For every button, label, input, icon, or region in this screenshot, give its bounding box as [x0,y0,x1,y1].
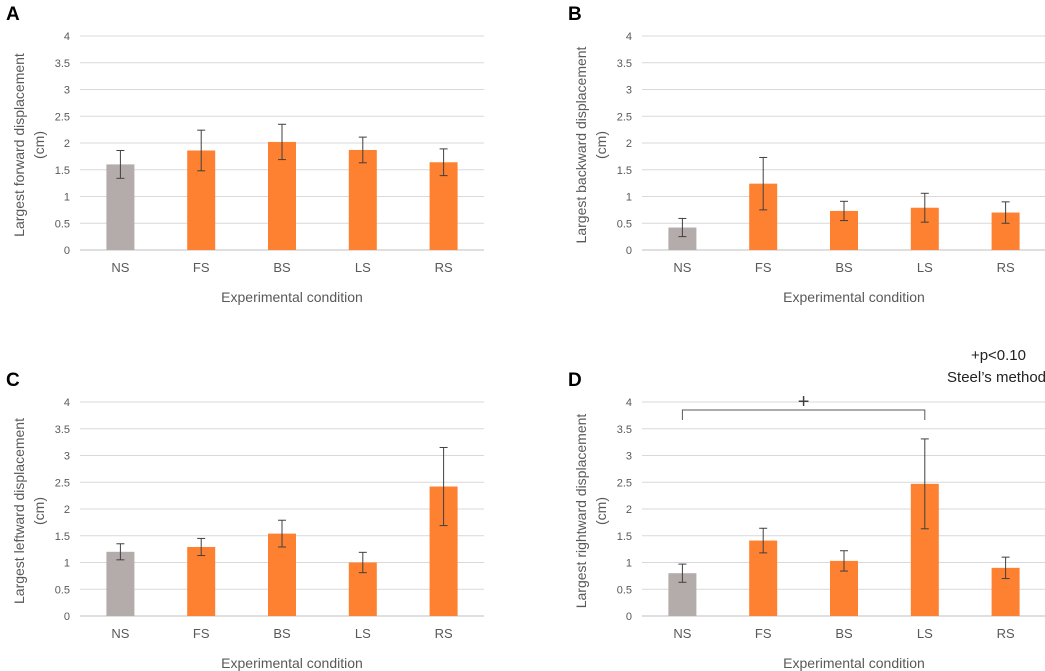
x-tick-label: NS [673,626,691,641]
y-tick-label: 3.5 [55,424,70,436]
y-tick-label: 3.5 [617,424,632,436]
y-tick-label: 1.5 [617,531,632,543]
y-axis-unit: (cm) [31,497,47,525]
x-axis-label: Experimental condition [221,289,363,305]
y-tick-label: 1 [626,558,632,570]
x-tick-label: FS [755,626,772,641]
y-axis-label: Largest rightward displacement [573,414,589,609]
x-axis-label: Experimental condition [783,655,925,671]
y-tick-label: 2 [64,138,70,150]
x-tick-label: LS [917,626,933,641]
annotation-line: Steel’s method [947,369,1045,386]
y-axis-unit: (cm) [31,131,47,159]
y-tick-label: 0 [64,611,70,623]
bar-ns [106,551,135,616]
y-tick-label: 3 [64,451,70,463]
y-tick-label: 0 [626,611,632,623]
y-tick-label: 1.5 [617,165,632,177]
y-axis-label: Largest forward displacement [11,53,27,237]
y-tick-label: 4 [626,397,632,409]
y-tick-label: 0.5 [617,584,632,596]
y-tick-label: 0.5 [55,218,70,230]
x-tick-label: FS [193,626,210,641]
chart-panel-d: D 0 0.5 1 1.5 2 2.5 3 3.5 4 NS FS BS LS RS Experimental… [568,347,1045,671]
y-tick-label: 1.5 [55,531,70,543]
panel-letter: B [568,4,582,25]
y-tick-label: 3 [626,85,632,97]
y-tick-label: 4 [626,31,632,43]
x-axis-label: Experimental condition [783,289,925,305]
y-tick-label: 3 [626,451,632,463]
y-tick-label: 2.5 [617,111,632,123]
y-tick-label: 2.5 [617,477,632,489]
y-tick-label: 2 [626,138,632,150]
y-tick-label: 0.5 [55,584,70,596]
bar-ls [348,149,377,250]
y-axis-label: Largest leftward displacement [11,418,27,604]
y-tick-label: 2.5 [55,111,70,123]
x-tick-label: LS [355,626,371,641]
x-tick-label: FS [755,260,772,275]
x-tick-label: NS [111,626,129,641]
x-tick-label: LS [355,260,371,275]
x-axis-label: Experimental condition [221,655,363,671]
panel-letter: C [6,370,20,391]
y-tick-label: 1 [64,558,70,570]
bar-rs [429,162,458,250]
panel-letter: D [568,370,582,391]
y-tick-label: 3.5 [55,58,70,70]
y-tick-label: 0 [626,245,632,257]
x-tick-label: BS [835,260,853,275]
y-tick-label: 1 [626,192,632,204]
x-tick-label: FS [193,260,210,275]
chart-panel-c: C 0 0.5 1 1.5 2 2.5 3 3.5 4 NS FS BS LS RS Experimental… [6,370,484,671]
bar-fs [187,546,216,616]
y-axis-unit: (cm) [593,497,609,525]
y-tick-label: 3.5 [617,58,632,70]
y-tick-label: 2 [626,504,632,516]
x-tick-label: LS [917,260,933,275]
y-tick-label: 3 [64,85,70,97]
x-tick-label: RS [435,260,453,275]
bar-ns [668,227,697,250]
y-tick-label: 4 [64,397,70,409]
y-axis-unit: (cm) [593,131,609,159]
annotation-line: +p<0.10 [971,347,1026,364]
x-tick-label: NS [111,260,129,275]
x-tick-label: RS [435,626,453,641]
y-axis-label: Largest backward displacement [573,46,589,243]
x-tick-label: BS [835,626,853,641]
x-tick-label: BS [273,626,291,641]
y-tick-label: 0 [64,245,70,257]
y-tick-label: 4 [64,31,70,43]
y-tick-label: 0.5 [617,218,632,230]
x-tick-label: NS [673,260,691,275]
y-tick-label: 1.5 [55,165,70,177]
y-tick-label: 1 [64,192,70,204]
y-tick-label: 2 [64,504,70,516]
chart-panel-a: A 0 0.5 1 1.5 2 2.5 3 3.5 4 NS FS BS LS RS Experimental… [6,4,484,305]
x-tick-label: RS [997,626,1015,641]
significance-bracket [681,409,926,421]
y-tick-label: 2.5 [55,477,70,489]
chart-panel-b: B 0 0.5 1 1.5 2 2.5 3 3.5 4 NS FS BS LS RS Experimental… [568,4,1045,305]
x-tick-label: BS [273,260,291,275]
panel-letter: A [6,4,20,25]
x-tick-label: RS [997,260,1015,275]
significance-symbol: + [798,391,810,413]
